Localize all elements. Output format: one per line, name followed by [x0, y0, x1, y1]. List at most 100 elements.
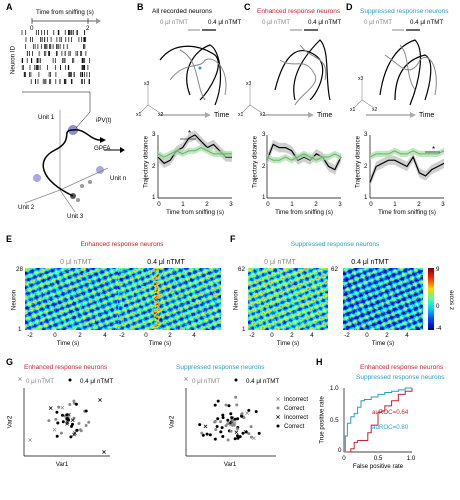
f2-t-0: 0: [365, 332, 369, 339]
panel-d-title: Suppressed response neurons: [360, 8, 449, 15]
e-ymin: 1: [18, 326, 22, 333]
panel-h-label: H: [316, 357, 323, 367]
panel-f-title: Suppressed response neurons: [290, 241, 380, 248]
series-line: [157, 147, 232, 158]
series-line: [369, 150, 445, 158]
scatter-dot: [240, 414, 244, 418]
scatter-dot: [213, 403, 217, 407]
panel-e-title: Enhanced response neurons: [80, 241, 164, 248]
e2-t-0: 0: [144, 332, 148, 339]
e1-t-m2: -2: [27, 332, 33, 339]
b-ax-x1: x1: [136, 112, 142, 118]
c-y1: 1: [262, 194, 266, 201]
scatter-dot: [68, 378, 72, 382]
scatter-dot: [198, 423, 202, 427]
b-ax-x2: x2: [158, 112, 164, 118]
scatter-dot: [233, 417, 237, 421]
e2-t-4: 4: [192, 332, 196, 339]
f1-t-4: 4: [310, 332, 314, 339]
scatter-dot: [47, 419, 51, 423]
b-star: *: [188, 129, 192, 138]
d-x3: 3: [441, 201, 445, 208]
scatter-dot: [249, 425, 253, 429]
c-x0: 0: [266, 201, 270, 208]
scatter-cross: [98, 398, 102, 402]
b-legend-04: 0.4 μl nTMT: [208, 19, 242, 26]
f1-t-2: 2: [290, 332, 294, 339]
f-ymax: 62: [238, 266, 245, 273]
panel-g-label: G: [6, 357, 14, 367]
scatter-dot: [257, 431, 261, 435]
scatter-cross: [70, 418, 75, 422]
c-x3: 3: [338, 201, 342, 208]
g1-xlabel: Var1: [55, 461, 69, 468]
c-legend-0: 0 μl nTMT: [262, 19, 290, 26]
scatter-cross: [28, 438, 32, 442]
roc-curve: [344, 387, 412, 453]
scatter-dot: [235, 427, 239, 431]
scatter-dot: [236, 434, 239, 438]
scatter-dot: [276, 406, 280, 410]
scatter-dot: [227, 404, 231, 408]
c-legend-04: 0.4 μl nTMT: [308, 19, 342, 26]
scatter-dot: [213, 437, 217, 441]
g-key-incorrect-gray: Incorrect: [284, 396, 309, 403]
g-key-correct-gray: Correct: [284, 405, 305, 412]
ipv-label: iPV(t): [96, 117, 112, 124]
g-key-incorrect-black: Incorrect: [284, 414, 309, 421]
scatter-dot: [234, 378, 238, 382]
scatter-dot: [59, 431, 63, 435]
b-ax-x3: x3: [144, 81, 150, 87]
scatter-cross: [48, 406, 53, 410]
h-y0: 0: [338, 447, 342, 454]
scatter-cross: [102, 450, 106, 454]
heatmap-f-0-4ul: [343, 268, 423, 330]
panel-c-label: C: [244, 2, 251, 12]
scatter-dot: [244, 430, 248, 434]
d-ax-x2: x2: [372, 107, 378, 113]
scatter-dot: [77, 422, 81, 425]
tick-0: 0: [30, 25, 34, 32]
sem-band: [158, 144, 232, 161]
e2-t-m2: -2: [119, 332, 125, 339]
unit2-label: Unit 2: [18, 204, 35, 211]
d-ax-x3: x3: [358, 76, 364, 82]
scatter-dot: [224, 424, 228, 428]
f2-t-4: 4: [405, 332, 409, 339]
panel-e-label: E: [6, 234, 13, 244]
c-y2: 2: [262, 163, 266, 170]
scatter-dot: [232, 423, 236, 427]
scatter-dot: [221, 413, 225, 417]
h-auroc-sup: auROC=0.80: [372, 424, 409, 431]
e-ymax: 28: [16, 266, 23, 273]
scatter-dot: [74, 402, 78, 406]
g-right-leg0: 0 μl nTMT: [192, 378, 220, 385]
scatter-dot: [219, 420, 223, 424]
scatter-dot: [226, 438, 230, 442]
e1-t-2: 2: [78, 332, 82, 339]
scatter-dot: [66, 417, 70, 421]
f1-xlabel: Time (s): [276, 340, 300, 347]
sem-band: [267, 150, 341, 164]
scatter-dot: [55, 410, 59, 414]
scatter-dot: [221, 435, 225, 438]
h-x1: 1.0: [406, 455, 416, 462]
scatter-cross: [52, 427, 57, 432]
series-line: [266, 153, 342, 161]
c-y3: 3: [262, 131, 266, 138]
d-y3: 3: [364, 131, 368, 138]
scatter-cross: [60, 405, 65, 410]
g-right-leg04: 0.4 μl nTMT: [246, 378, 280, 385]
scatter-dot: [54, 417, 58, 421]
f1-t-0: 0: [270, 332, 274, 339]
scatter-cross: [18, 377, 22, 381]
d-x2: 2: [417, 201, 421, 208]
h-title-sup: Suppressed response neurons: [356, 374, 445, 381]
scatter-dot: [216, 417, 220, 421]
d-xlabel: Time from sniffing (s): [378, 209, 436, 216]
scatter-dot: [87, 420, 91, 424]
scatter-dot: [65, 413, 69, 417]
cbar-mid: 0: [436, 303, 440, 310]
scatter-cross: [252, 436, 256, 441]
